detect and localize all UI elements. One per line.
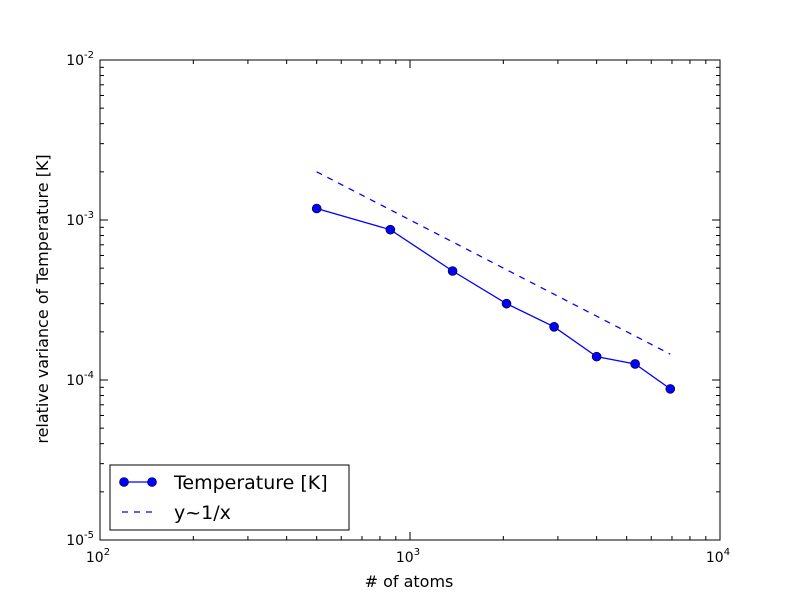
data-point-1-2 <box>385 224 396 235</box>
series-line-1 <box>316 207 671 390</box>
data-point-1-4 <box>501 298 512 309</box>
x-axis-label: # of atoms <box>365 572 454 591</box>
legend-label-2: y~1/x <box>174 502 231 524</box>
data-point-1-5 <box>549 322 559 332</box>
y-tick-label: 10-5 <box>66 530 94 549</box>
axes-layer: # of atoms relative variance of Temperat… <box>33 50 730 591</box>
data-point-1-7 <box>630 359 640 369</box>
x-tick-label: 104 <box>706 547 730 566</box>
data-point-1-6 <box>591 351 602 362</box>
x-tick-label: 103 <box>396 547 420 566</box>
legend: Temperature [K] y~1/x <box>109 464 350 531</box>
data-point-1-8 <box>665 384 676 394</box>
y-tick-label: 10-4 <box>66 370 94 389</box>
series-line-2 <box>316 171 671 355</box>
legend-label-1: Temperature [K] <box>173 472 328 494</box>
legend-marker <box>147 477 157 487</box>
x-tick-label: 102 <box>86 547 110 566</box>
y-tick-label: 10-2 <box>66 50 94 69</box>
legend-box <box>109 464 350 531</box>
data-point-1-3 <box>447 266 458 276</box>
plot-layer <box>311 171 676 394</box>
y-axis-label: relative variance of Temperature [K] <box>33 154 52 443</box>
legend-marker <box>119 477 129 487</box>
data-point-1-1 <box>311 203 322 214</box>
y-tick-label: 10-3 <box>66 210 94 229</box>
